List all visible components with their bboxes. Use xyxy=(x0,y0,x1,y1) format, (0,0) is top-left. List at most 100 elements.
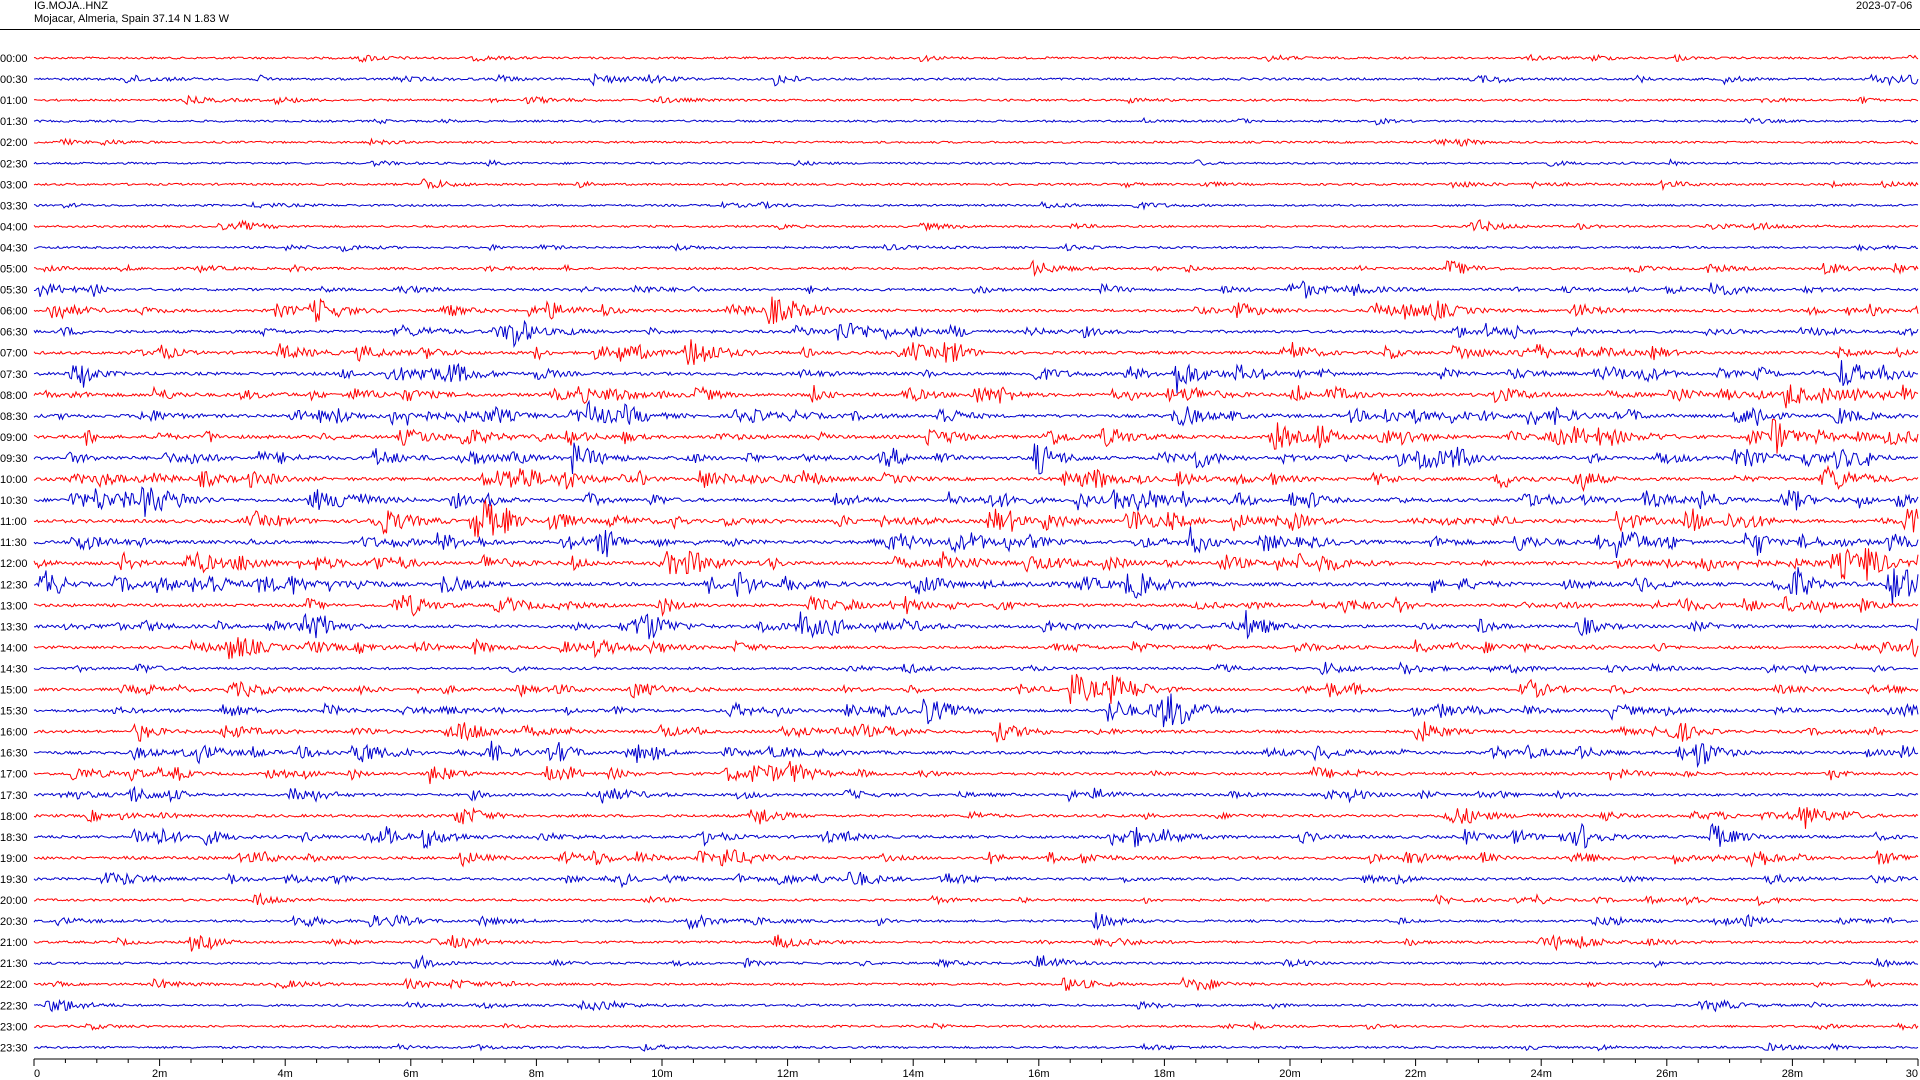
x-tick-label: 0 xyxy=(34,1068,40,1080)
trace-1400 xyxy=(33,637,1919,660)
trace-1830 xyxy=(33,822,1919,850)
record-date: 2023-07-06 xyxy=(1856,0,1913,12)
trace-1900 xyxy=(33,849,1919,868)
row-label: 04:00 xyxy=(0,221,28,233)
trace-2100 xyxy=(33,934,1919,952)
row-label: 22:00 xyxy=(0,979,28,991)
x-tick-label: 18m xyxy=(1154,1068,1175,1080)
station-location: Mojacar, Almeria, Spain 37.14 N 1.83 W xyxy=(34,13,230,25)
trace-1600 xyxy=(33,721,1919,743)
row-label: 13:00 xyxy=(0,600,28,612)
row-label: 03:00 xyxy=(0,179,28,191)
row-label: 08:00 xyxy=(0,390,28,402)
trace-0530 xyxy=(33,280,1919,299)
trace-2130 xyxy=(33,954,1919,970)
x-tick-label: 8m xyxy=(529,1068,544,1080)
station-code: IG.MOJA..HNZ xyxy=(34,0,108,12)
trace-1330 xyxy=(33,610,1919,640)
x-tick-label: 30 xyxy=(1906,1068,1918,1080)
trace-2300 xyxy=(33,1020,1919,1032)
row-label: 01:00 xyxy=(0,95,28,107)
trace-0230 xyxy=(33,158,1919,168)
trace-0130 xyxy=(33,116,1919,126)
x-tick-label: 12m xyxy=(777,1068,798,1080)
trace-1700 xyxy=(33,760,1919,785)
trace-1530 xyxy=(33,693,1919,728)
row-label: 07:30 xyxy=(0,369,28,381)
x-tick-label: 20m xyxy=(1279,1068,1300,1080)
row-label: 23:30 xyxy=(0,1042,28,1054)
trace-0430 xyxy=(33,242,1919,253)
row-label: 21:00 xyxy=(0,937,28,949)
row-label: 06:00 xyxy=(0,306,28,318)
row-label: 17:00 xyxy=(0,769,28,781)
trace-0630 xyxy=(33,319,1919,348)
x-tick-label: 6m xyxy=(403,1068,418,1080)
trace-1930 xyxy=(33,871,1919,889)
trace-2330 xyxy=(33,1042,1919,1052)
x-tick-label: 16m xyxy=(1028,1068,1049,1080)
trace-0730 xyxy=(33,360,1919,394)
row-label: 17:30 xyxy=(0,790,28,802)
x-tick-label: 14m xyxy=(902,1068,923,1080)
row-label: 19:00 xyxy=(0,853,28,865)
trace-0700 xyxy=(33,339,1919,365)
x-axis: 0 2m 4m 6m 8m 10m 12m 14m 16m 18m 20m 22m 24m 26m 28m 3… xyxy=(33,1058,1919,1080)
row-label: 14:30 xyxy=(0,663,28,675)
row-label: 11:00 xyxy=(0,516,27,528)
trace-2030 xyxy=(33,912,1919,931)
header-divider xyxy=(0,29,1920,30)
trace-0000 xyxy=(33,53,1919,63)
x-tick-label: 22m xyxy=(1405,1068,1426,1080)
x-tick-label: 28m xyxy=(1782,1068,1803,1080)
trace-1000 xyxy=(33,464,1919,493)
trace-1430 xyxy=(33,661,1919,676)
trace-1230 xyxy=(33,567,1919,605)
row-label: 02:30 xyxy=(0,158,28,170)
trace-1300 xyxy=(33,594,1919,618)
row-label: 11:30 xyxy=(0,537,27,549)
trace-0830 xyxy=(33,399,1919,427)
trace-0600 xyxy=(33,296,1919,325)
row-label: 10:30 xyxy=(0,495,28,507)
row-label: 09:30 xyxy=(0,453,28,465)
row-label: 23:00 xyxy=(0,1021,28,1033)
trace-0900 xyxy=(33,418,1919,454)
row-label: 02:00 xyxy=(0,137,28,149)
trace-0100 xyxy=(33,94,1919,106)
row-label: 09:00 xyxy=(0,432,28,444)
row-label: 03:30 xyxy=(0,200,28,212)
row-label: 21:30 xyxy=(0,958,28,970)
row-label: 16:00 xyxy=(0,727,28,739)
trace-group xyxy=(33,53,1919,1052)
row-label: 06:30 xyxy=(0,327,28,339)
trace-0500 xyxy=(33,259,1919,278)
trace-1030 xyxy=(33,486,1919,517)
x-tick-label: 24m xyxy=(1530,1068,1551,1080)
trace-0300 xyxy=(33,178,1919,192)
row-label: 04:30 xyxy=(0,242,28,254)
trace-2000 xyxy=(33,892,1919,907)
row-label: 15:00 xyxy=(0,685,28,697)
trace-2230 xyxy=(33,998,1919,1013)
row-label: 01:30 xyxy=(0,116,28,128)
trace-1500 xyxy=(33,673,1919,704)
trace-2200 xyxy=(33,976,1919,991)
row-label: 05:00 xyxy=(0,264,28,276)
row-label: 22:30 xyxy=(0,1000,28,1012)
trace-0200 xyxy=(33,137,1918,147)
row-label: 19:30 xyxy=(0,874,28,886)
x-tick-label: 10m xyxy=(651,1068,672,1080)
trace-0030 xyxy=(33,72,1919,87)
x-tick-label: 4m xyxy=(278,1068,293,1080)
row-label: 12:30 xyxy=(0,579,28,591)
row-label: 18:00 xyxy=(0,811,28,823)
trace-1100 xyxy=(33,498,1919,538)
x-tick-label: 2m xyxy=(152,1068,167,1080)
row-label: 00:00 xyxy=(0,53,28,65)
row-label: 16:30 xyxy=(0,748,28,760)
row-label: 13:30 xyxy=(0,621,28,633)
row-label: 15:30 xyxy=(0,706,28,718)
row-label: 05:30 xyxy=(0,285,28,297)
trace-0800 xyxy=(33,384,1919,409)
